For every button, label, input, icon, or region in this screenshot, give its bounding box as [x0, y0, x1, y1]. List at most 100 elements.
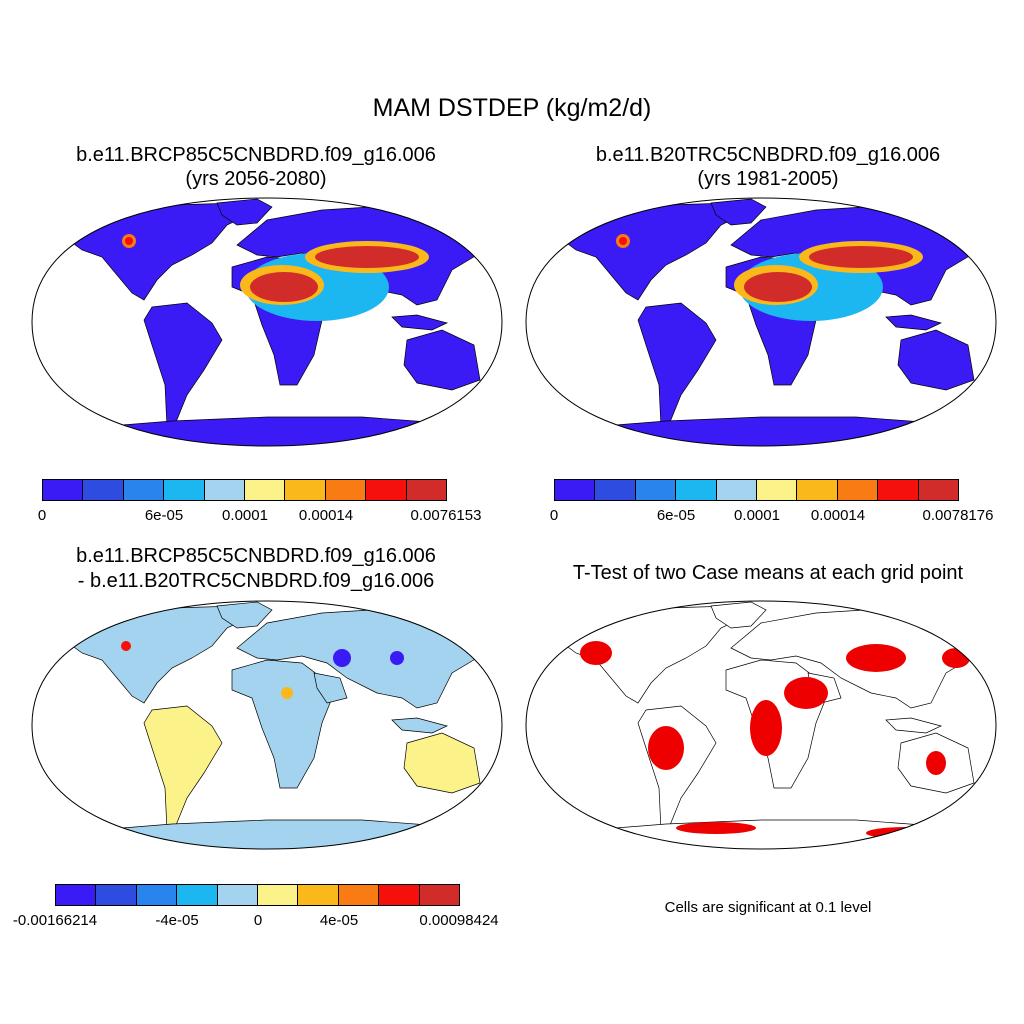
land-indonesia	[885, 314, 943, 331]
land-antarctica	[545, 819, 987, 849]
colorbar-swatch	[43, 480, 84, 500]
colorbar-swatch	[797, 480, 838, 500]
colorbar-swatch	[419, 885, 460, 905]
significant-cells	[942, 648, 970, 668]
significant-cells	[676, 822, 756, 834]
colorbar-swatch	[177, 885, 218, 905]
map-ttest-significance	[525, 600, 997, 850]
map-future-case	[31, 197, 503, 447]
colorbar-swatch	[217, 885, 259, 905]
colorbar-swatch	[595, 480, 636, 500]
colorbar-tick-label: 0.00098424	[419, 912, 499, 929]
land-arabia	[313, 672, 348, 704]
significant-cells	[846, 644, 906, 672]
colorbar-swatch	[716, 480, 758, 500]
colorbar-tick-label: 4e-05	[319, 912, 359, 929]
colorbar-swatch	[918, 480, 959, 500]
land-antarctica	[51, 416, 493, 446]
dust-region-central-asia	[809, 246, 913, 268]
panel-title-ttest: T-Test of two Case means at each grid po…	[572, 562, 964, 584]
map-border	[525, 197, 997, 447]
significant-cells	[580, 641, 612, 665]
land-indonesia	[885, 717, 943, 734]
colorbar-swatch	[338, 885, 380, 905]
significant-cells	[750, 700, 782, 756]
land-north-america	[555, 202, 747, 301]
colorbar-swatch	[406, 480, 447, 500]
land-australia	[403, 732, 481, 794]
map-historical-case	[525, 197, 997, 447]
colorbar-swatch	[635, 480, 677, 500]
land-australia	[897, 329, 975, 391]
colorbar-historical-case	[554, 479, 959, 501]
colorbar-swatch	[285, 480, 326, 500]
colorbar-future-case	[42, 479, 447, 501]
map-difference	[31, 600, 503, 850]
significant-cells	[866, 827, 946, 839]
dust-spot	[619, 237, 627, 245]
dust-region-sahara	[250, 272, 318, 302]
panel-title-historical-case: b.e11.B20TRC5CNBDRD.f09_g16.006	[595, 144, 941, 166]
colorbar-swatch	[204, 480, 246, 500]
land-south-america	[143, 302, 223, 428]
significance-note: Cells are significant at 0.1 level	[664, 899, 872, 916]
dust-spot	[125, 237, 133, 245]
significant-cells	[784, 677, 828, 709]
map-border	[31, 600, 503, 850]
diff-spot	[390, 651, 404, 665]
panel-subtitle-future-years: (yrs 2056-2080)	[185, 168, 327, 190]
land-australia	[403, 329, 481, 391]
land-north-america	[61, 202, 253, 301]
colorbar-tick-label: 0.00014	[298, 507, 354, 524]
colorbar-swatch	[258, 885, 299, 905]
panel-title-difference-line2: - b.e11.B20TRC5CNBDRD.f09_g16.006	[77, 570, 435, 592]
colorbar-swatch	[83, 480, 124, 500]
land-north-america	[555, 605, 747, 704]
land-antarctica	[545, 416, 987, 446]
colorbar-tick-label: 0.0001	[734, 507, 780, 524]
panel-title-difference-line1: b.e11.BRCP85C5CNBDRD.f09_g16.006	[76, 545, 436, 567]
panel-subtitle-historical-years: (yrs 1981-2005)	[697, 168, 839, 190]
land-greenland	[216, 198, 273, 226]
colorbar-swatch	[325, 480, 367, 500]
land-greenland	[710, 601, 767, 629]
colorbar-tick-label: -4e-05	[155, 912, 199, 929]
diff-spot	[333, 649, 351, 667]
colorbar-tick-label: 0.00014	[810, 507, 866, 524]
colorbar-swatch	[555, 480, 596, 500]
colorbar-tick-label: 0	[37, 507, 47, 524]
panel-title-future-case: b.e11.BRCP85C5CNBDRD.f09_g16.006	[76, 144, 436, 166]
colorbar-swatch	[298, 885, 339, 905]
land-antarctica	[51, 819, 493, 849]
diff-spot	[121, 641, 131, 651]
significant-cells	[926, 751, 946, 775]
colorbar-tick-label: 0.0076153	[410, 507, 482, 524]
colorbar-swatch	[878, 480, 919, 500]
colorbar-swatch	[757, 480, 798, 500]
land-south-america	[637, 302, 717, 428]
colorbar-swatch	[123, 480, 165, 500]
colorbar-swatch	[96, 885, 137, 905]
colorbar-swatch	[366, 480, 407, 500]
land-indonesia	[391, 314, 449, 331]
colorbar-tick-label: 0	[253, 912, 263, 929]
land-south-america	[637, 705, 717, 831]
dust-region-central-asia	[315, 246, 419, 268]
colorbar-tick-label: 6e-05	[656, 507, 696, 524]
figure-title: MAM DSTDEP (kg/m2/d)	[372, 94, 652, 122]
colorbar-swatch	[245, 480, 286, 500]
map-border	[525, 600, 997, 850]
diff-spot	[281, 687, 293, 699]
land-south-america	[143, 705, 223, 831]
land-greenland	[710, 198, 767, 226]
land-africa	[231, 659, 333, 789]
land-indonesia	[391, 717, 449, 734]
colorbar-tick-label: 0.0001	[222, 507, 268, 524]
colorbar-swatch	[379, 885, 420, 905]
dust-region-sahara	[744, 272, 812, 302]
land-greenland	[216, 601, 273, 629]
significant-cells	[648, 726, 684, 770]
colorbar-tick-label: -0.00166214	[12, 912, 98, 929]
colorbar-tick-label: 0	[549, 507, 559, 524]
colorbar-swatch	[676, 480, 717, 500]
